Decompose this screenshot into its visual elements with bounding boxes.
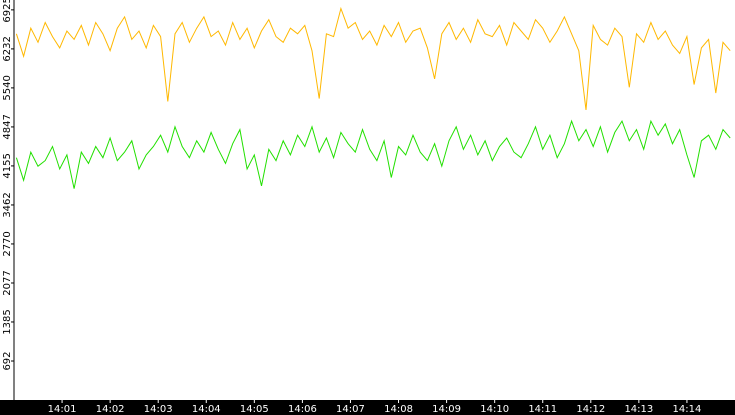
x-tick-label: 14:07 xyxy=(336,404,365,415)
series-line xyxy=(15,6,731,110)
x-axis-band xyxy=(0,400,735,415)
y-tick-label: 692 xyxy=(2,351,13,370)
x-tick-label: 14:02 xyxy=(96,404,125,415)
x-tick-label: 14:08 xyxy=(384,404,413,415)
y-tick-label: 6925 xyxy=(2,0,13,23)
x-tick-label: 14:01 xyxy=(48,404,77,415)
x-tick-label: 14:04 xyxy=(192,404,221,415)
series-line xyxy=(15,119,731,189)
x-tick-label: 14:03 xyxy=(144,404,173,415)
y-tick-label: 3462 xyxy=(2,192,13,217)
x-tick-label: 14:14 xyxy=(673,404,702,415)
x-tick-label: 14:05 xyxy=(240,404,269,415)
y-tick-label: 2077 xyxy=(2,270,13,295)
y-tick-label: 2770 xyxy=(2,231,13,256)
y-tick-label: 1385 xyxy=(2,309,13,334)
y-tick-label: 4847 xyxy=(2,114,13,139)
x-tick-label: 14:06 xyxy=(288,404,317,415)
x-tick-label: 14:11 xyxy=(528,404,557,415)
x-tick-label: 14:09 xyxy=(432,404,461,415)
y-tick-label: 4155 xyxy=(2,153,13,178)
x-tick-label: 14:10 xyxy=(480,404,509,415)
x-tick-label: 14:12 xyxy=(576,404,605,415)
y-tick-label: 6232 xyxy=(2,36,13,61)
x-tick-label: 14:13 xyxy=(624,404,653,415)
y-tick-label: 5540 xyxy=(2,75,13,100)
